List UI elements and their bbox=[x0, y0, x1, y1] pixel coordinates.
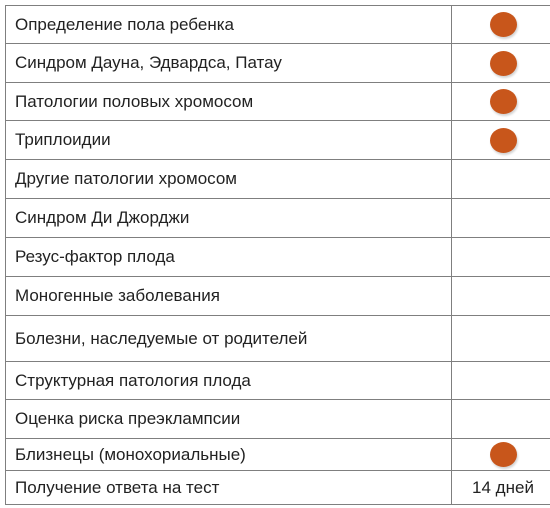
mark-cell bbox=[451, 399, 550, 439]
mark-cell bbox=[451, 82, 550, 121]
mark-cell bbox=[451, 159, 550, 199]
row-label: Другие патологии хромосом bbox=[5, 159, 452, 199]
mark-cell bbox=[451, 43, 550, 83]
mark-cell bbox=[451, 438, 550, 471]
included-dot-icon bbox=[489, 127, 517, 153]
mark-cell bbox=[451, 276, 550, 316]
row-label: Структурная патология плода bbox=[5, 361, 452, 400]
mark-cell bbox=[451, 361, 550, 400]
row-label: Моногенные заболевания bbox=[5, 276, 452, 316]
included-dot-icon bbox=[489, 442, 517, 467]
table-row: Оценка риска преэклампсии bbox=[5, 399, 550, 439]
mark-cell bbox=[451, 5, 550, 44]
table-row: Триплоидии bbox=[5, 120, 550, 160]
mark-cell bbox=[451, 198, 550, 238]
table-row: Структурная патология плода bbox=[5, 361, 550, 400]
row-label: Получение ответа на тест bbox=[5, 470, 452, 505]
included-dot-icon bbox=[489, 12, 517, 37]
table-row: Синдром Ди Джорджи bbox=[5, 198, 550, 238]
row-label: Синдром Ди Джорджи bbox=[5, 198, 452, 238]
table-row: Синдром Дауна, Эдвардса, Патау bbox=[5, 43, 550, 83]
row-label: Патологии половых хромосом bbox=[5, 82, 452, 121]
table-row: Моногенные заболевания bbox=[5, 276, 550, 316]
table-row: Определение пола ребенка bbox=[5, 5, 550, 44]
table-row: Другие патологии хромосом bbox=[5, 159, 550, 199]
row-label: Близнецы (монохориальные) bbox=[5, 438, 452, 471]
table-row: Патологии половых хромосом bbox=[5, 82, 550, 121]
row-label: Определение пола ребенка bbox=[5, 5, 452, 44]
table-row: Получение ответа на тест 14 дней bbox=[5, 470, 550, 505]
result-time-value: 14 дней bbox=[472, 477, 534, 497]
row-label: Резус-фактор плода bbox=[5, 237, 452, 277]
test-comparison-table: Определение пола ребенка Синдром Дауна, … bbox=[5, 5, 550, 505]
included-dot-icon bbox=[489, 50, 517, 76]
included-dot-icon bbox=[489, 89, 517, 114]
row-label: Оценка риска преэклампсии bbox=[5, 399, 452, 439]
mark-cell bbox=[451, 120, 550, 160]
mark-cell: 14 дней bbox=[451, 470, 550, 505]
row-label: Синдром Дауна, Эдвардса, Патау bbox=[5, 43, 452, 83]
row-label: Болезни, наследуемые от родителей bbox=[5, 315, 452, 362]
table-row: Близнецы (монохориальные) bbox=[5, 438, 550, 471]
mark-cell bbox=[451, 237, 550, 277]
row-label: Триплоидии bbox=[5, 120, 452, 160]
table-row: Резус-фактор плода bbox=[5, 237, 550, 277]
mark-cell bbox=[451, 315, 550, 362]
table-row: Болезни, наследуемые от родителей bbox=[5, 315, 550, 362]
